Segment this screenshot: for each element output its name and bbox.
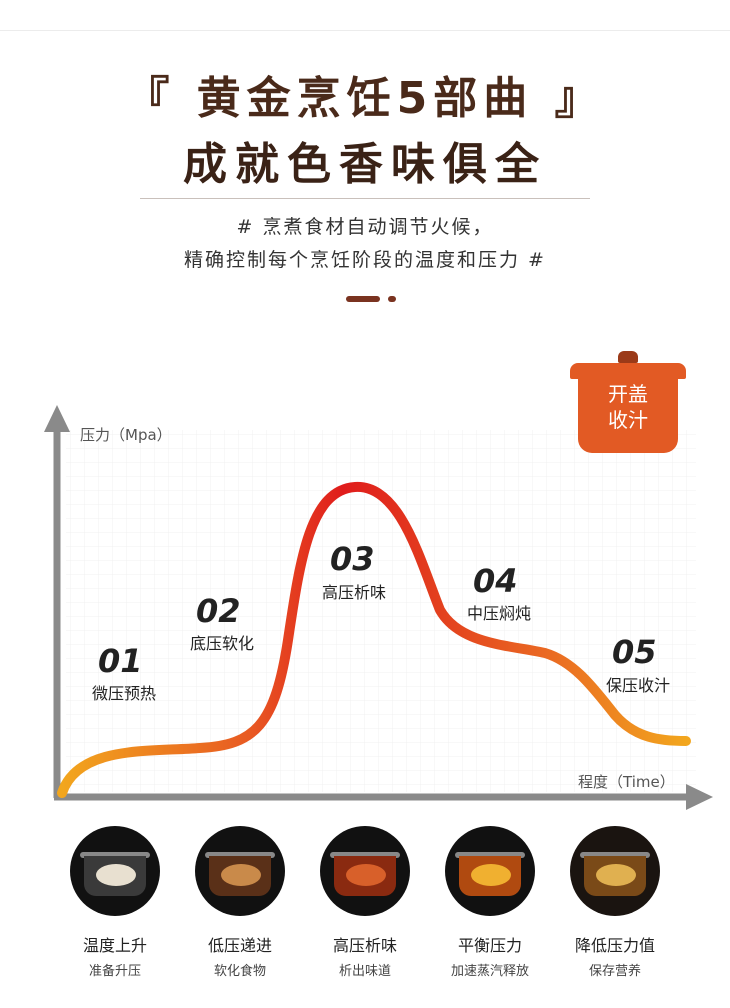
page-title: 『 黄金烹饪5部曲 』 (125, 73, 605, 124)
stage-03-label: 高压析味 (322, 583, 387, 602)
stage-03-number: 03 (330, 540, 375, 578)
stage-01-number: 01 (98, 642, 143, 680)
pressure-curve-chart (44, 405, 713, 810)
step-subtitle: 析出味道 (338, 964, 391, 979)
decor-dot (388, 296, 396, 302)
step-subtitle: 准备升压 (88, 964, 141, 979)
stage-02-number: 02 (196, 592, 241, 630)
pot-badge-line-2: 收汁 (608, 408, 648, 432)
step-title: 低压递进 (207, 936, 272, 955)
title-divider (140, 198, 590, 199)
decor-dash (346, 296, 380, 302)
x-axis-arrow (686, 784, 713, 810)
stage-04-label: 中压焖炖 (467, 604, 532, 623)
step-subtitle: 保存营养 (588, 964, 641, 979)
description-line-2: 精确控制每个烹饪阶段的温度和压力 # (184, 249, 546, 271)
x-axis-label: 程度（Time） (578, 773, 675, 791)
pot-cooking-icon (320, 826, 410, 916)
step-title: 降低压力值 (574, 936, 655, 955)
step-subtitle: 软化食物 (213, 964, 266, 979)
step-item: 温度上升 准备升压 (55, 826, 175, 979)
stage-02-label: 底压软化 (190, 634, 255, 653)
pot-body (578, 375, 678, 453)
chart-grid (66, 430, 696, 792)
step-title: 高压析味 (332, 936, 397, 955)
top-divider (0, 30, 730, 31)
pot-cooking-icon (570, 826, 660, 916)
step-item: 平衡压力 加速蒸汽释放 (430, 826, 550, 979)
cooking-steps: 温度上升 准备升压 低压递进 软化食物 高压析味 析出味道 平衡压力 加速蒸汽释… (0, 826, 730, 1006)
pot-badge-line-1: 开盖 (608, 382, 648, 406)
step-item: 高压析味 析出味道 (305, 826, 425, 979)
stage-05-label: 保压收汁 (606, 676, 671, 695)
stage-05-number: 05 (612, 633, 657, 671)
pot-badge-text: 开盖 收汁 (578, 381, 678, 433)
y-axis-arrow (44, 405, 70, 432)
stage-04-number: 04 (473, 562, 518, 600)
pot-knob (618, 351, 638, 363)
pot-cooking-icon (70, 826, 160, 916)
step-subtitle: 加速蒸汽释放 (450, 964, 529, 979)
stage-01-label: 微压预热 (92, 684, 157, 703)
y-axis-label: 压力（Mpa） (80, 426, 172, 444)
step-title: 平衡压力 (457, 936, 522, 955)
pot-icon: 开盖 收汁 (568, 345, 688, 455)
pot-cooking-icon (445, 826, 535, 916)
step-item: 低压递进 软化食物 (180, 826, 300, 979)
step-item: 降低压力值 保存营养 (555, 826, 675, 979)
page-subtitle-heading: 成就色香味俱全 (183, 139, 547, 190)
pot-cooking-icon (195, 826, 285, 916)
pressure-curve (57, 481, 691, 798)
step-title: 温度上升 (82, 936, 147, 955)
description-line-1: # 烹煮食材自动调节火候， (236, 216, 494, 238)
